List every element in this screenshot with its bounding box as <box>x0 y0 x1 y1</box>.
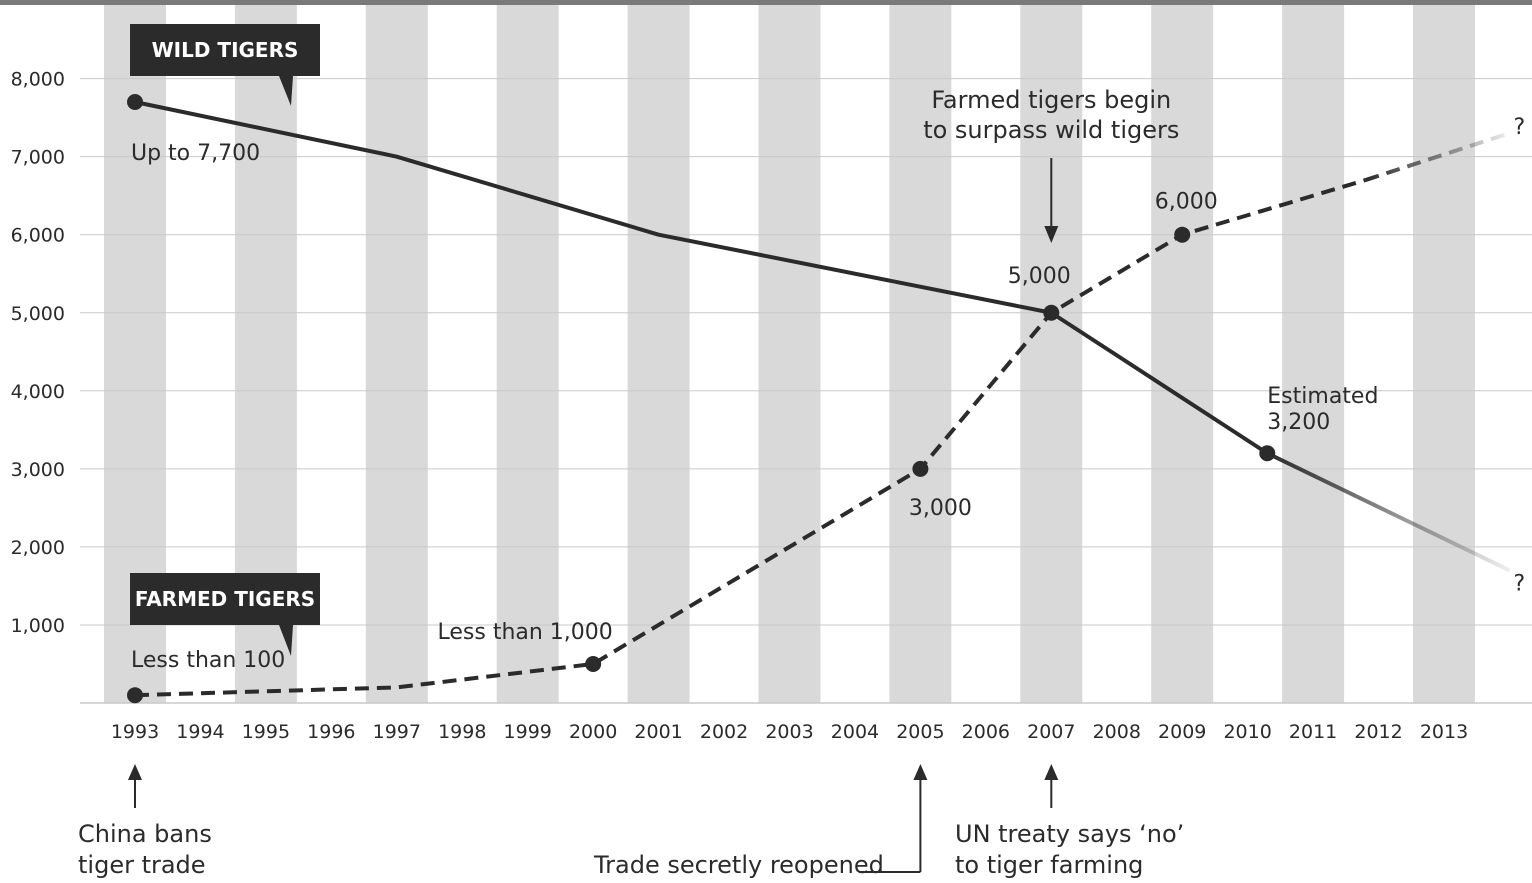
x-tick-label: 2000 <box>569 721 617 743</box>
event-label: UN treaty says ‘no’ to tiger farming <box>955 820 1184 879</box>
x-tick-label: 1995 <box>242 721 290 743</box>
x-tick-label: 2010 <box>1223 721 1271 743</box>
y-tick-label: 4,000 <box>11 381 65 403</box>
x-tick-label: 2003 <box>765 721 813 743</box>
x-tick-label: 1998 <box>438 721 486 743</box>
wild-tigers-projection <box>1266 451 1511 573</box>
data-point <box>1174 226 1191 243</box>
data-point <box>1043 304 1060 321</box>
year-stripe <box>1151 5 1214 703</box>
x-tick-label: 1997 <box>373 721 421 743</box>
data-label: Less than 100 <box>131 648 285 673</box>
year-stripe <box>627 5 690 703</box>
top-border <box>0 0 1532 5</box>
wild-tigers-badge-tail <box>279 76 293 106</box>
year-stripe <box>758 5 821 703</box>
year-stripe <box>365 5 428 703</box>
event-arrowhead <box>1044 764 1059 780</box>
y-tick-label: 8,000 <box>11 69 65 91</box>
event-arrowhead <box>128 764 142 780</box>
x-tick-label: 2007 <box>1027 721 1075 743</box>
projection-question-mark: ? <box>1513 571 1525 596</box>
annotation-arrowhead <box>1044 226 1059 243</box>
year-stripe <box>1282 5 1345 703</box>
data-label: 6,000 <box>1155 190 1218 215</box>
data-point <box>127 687 143 704</box>
x-tick-label: 1996 <box>307 721 355 743</box>
x-tick-label: 2004 <box>831 721 879 743</box>
farmed-tigers-badge-label: FARMED TIGERS <box>135 587 315 611</box>
farmed-tigers-badge-tail <box>279 625 293 656</box>
event-arrowhead <box>913 764 928 780</box>
data-point <box>585 655 602 672</box>
y-tick-label: 7,000 <box>11 147 65 169</box>
data-label: 5,000 <box>1008 264 1071 289</box>
x-tick-label: 1994 <box>176 721 224 743</box>
x-tick-label: 2009 <box>1158 721 1206 743</box>
y-tick-label: 3,000 <box>11 459 65 481</box>
data-label: 3,000 <box>909 496 972 521</box>
year-stripe <box>496 5 559 703</box>
x-tick-label: 2008 <box>1093 721 1141 743</box>
x-tick-label: 2001 <box>634 721 682 743</box>
x-tick-label: 2006 <box>962 721 1010 743</box>
farmed-tigers-badge <box>130 573 320 625</box>
annotation-text: Farmed tigers begin to surpass wild tiger… <box>923 86 1179 144</box>
data-point <box>912 460 929 477</box>
x-tick-label: 2005 <box>896 721 944 743</box>
y-tick-label: 5,000 <box>11 303 65 325</box>
data-point <box>127 94 143 111</box>
data-label: Less than 1,000 <box>438 620 613 645</box>
year-stripe <box>1413 5 1475 703</box>
x-tick-label: 1993 <box>111 721 159 743</box>
farmed-tigers-projection <box>1364 131 1511 182</box>
data-point <box>1259 445 1276 462</box>
x-tick-label: 2002 <box>700 721 748 743</box>
projection-question-mark: ? <box>1513 115 1525 140</box>
event-label: Trade secretly reopened <box>593 851 884 879</box>
y-tick-label: 1,000 <box>11 615 65 637</box>
data-label: Estimated 3,200 <box>1267 384 1378 435</box>
event-label: China bans tiger trade <box>78 820 212 879</box>
x-tick-label: 1999 <box>504 721 552 743</box>
wild-tigers-line <box>134 100 1269 455</box>
wild-tigers-badge-label: WILD TIGERS <box>152 38 299 62</box>
year-stripe <box>1020 5 1083 703</box>
x-tick-label: 2011 <box>1289 721 1337 743</box>
farmed-tigers-line <box>134 178 1367 698</box>
x-tick-label: 2013 <box>1420 721 1468 743</box>
wild-tigers-badge <box>130 24 320 76</box>
y-tick-label: 2,000 <box>11 537 65 559</box>
year-stripe <box>889 5 952 703</box>
x-tick-label: 2012 <box>1354 721 1402 743</box>
data-label: Up to 7,700 <box>131 141 260 166</box>
y-tick-label: 6,000 <box>11 225 65 247</box>
